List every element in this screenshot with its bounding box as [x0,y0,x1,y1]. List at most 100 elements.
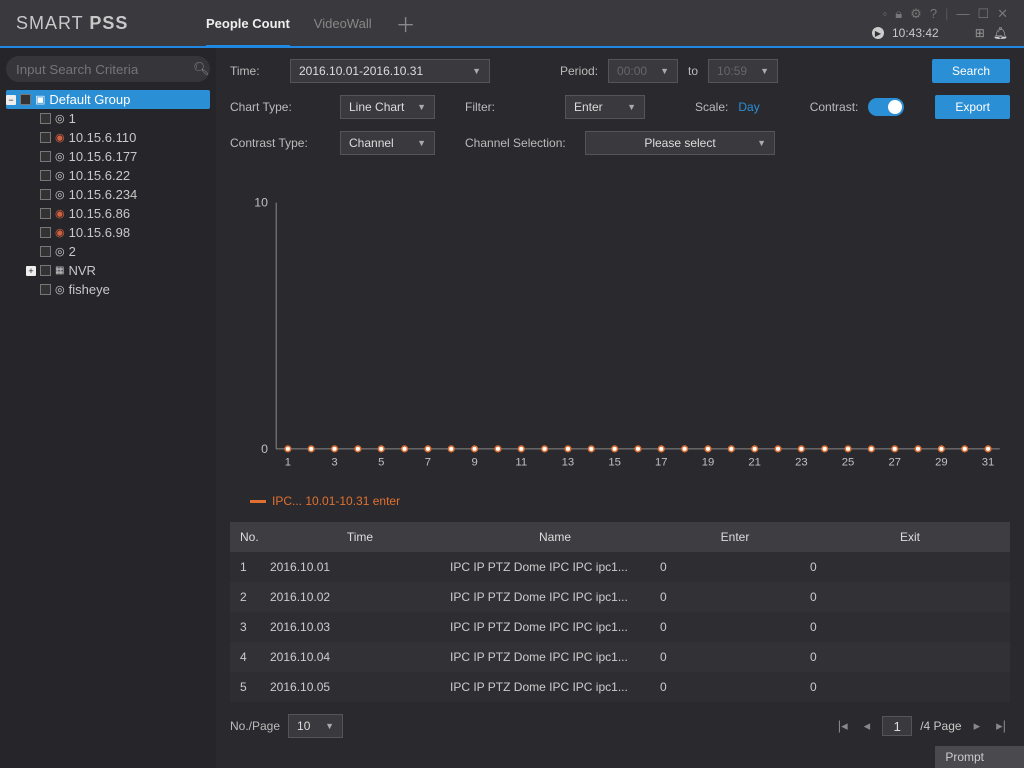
prev-page-button[interactable]: ◂ [860,718,875,734]
tree-label: 2 [69,244,76,259]
svg-text:0: 0 [261,442,268,456]
checkbox[interactable] [40,113,51,124]
tree-item[interactable]: ◉ 10.15.6.110 [6,128,210,147]
col-exit: Exit [810,530,1010,544]
camera-icon: ◎ [55,150,65,163]
contrast-type-select[interactable]: Channel▼ [340,131,435,155]
svg-text:29: 29 [935,456,948,468]
svg-text:17: 17 [655,456,668,468]
checkbox[interactable] [40,246,51,257]
svg-text:23: 23 [795,456,808,468]
chip-icon[interactable]: ⊞ [975,26,985,40]
close-icon[interactable]: ✕ [997,6,1008,22]
checkbox[interactable] [40,132,51,143]
collapse-icon[interactable]: − [6,95,16,105]
help-icon[interactable]: ? [930,6,937,22]
tree-item[interactable]: ◉10.15.6.86 [6,204,210,223]
tree-item[interactable]: ◎10.15.6.22 [6,166,210,185]
checkbox[interactable] [40,227,51,238]
svg-text:5: 5 [378,456,384,468]
first-page-button[interactable]: |◂ [834,718,852,734]
time-range-select[interactable]: 2016.10.01-2016.10.31▼ [290,59,490,83]
app-logo: SMART PSS [16,13,206,34]
filter-select[interactable]: Enter▼ [565,95,645,119]
last-page-button[interactable]: ▸| [992,718,1010,734]
tree-item[interactable]: ◎10.15.6.177 [6,147,210,166]
col-time: Time [270,530,450,544]
col-no: No. [230,530,270,544]
tree-item[interactable]: ◎10.15.6.234 [6,185,210,204]
svg-text:9: 9 [471,456,477,468]
period-from-select[interactable]: 00:00▼ [608,59,678,83]
add-tab-button[interactable]: ＋ [396,9,416,38]
prompt-tab[interactable]: Prompt [935,746,1024,768]
per-page-select[interactable]: 10▼ [288,714,343,738]
contrast-toggle[interactable] [868,98,904,116]
pagination: No./Page 10▼ |◂ ◂ /4 Page ▸ ▸| [230,710,1010,742]
tree-label: 10.15.6.22 [69,168,130,183]
checkbox[interactable] [40,170,51,181]
table-row[interactable]: 22016.10.02IPC IP PTZ Dome IPC IPC ipc1.… [230,582,1010,612]
channel-select[interactable]: Please select▼ [585,131,775,155]
next-page-button[interactable]: ▸ [970,718,985,734]
tree-item[interactable]: ◎1 [6,109,210,128]
search-input[interactable] [16,62,193,77]
filter-label: Filter: [465,100,555,114]
checkbox[interactable] [40,208,51,219]
svg-text:3: 3 [331,456,337,468]
page-total: /4 Page [920,719,961,733]
checkbox[interactable] [20,94,31,105]
tree-label: NVR [68,263,95,278]
maximize-icon[interactable]: ☐ [977,6,989,22]
tree-label: Default Group [49,92,130,107]
scale-label: Scale: [695,100,728,114]
checkbox[interactable] [40,151,51,162]
tree-root[interactable]: − ▣ Default Group [6,90,210,109]
tree-label: 10.15.6.110 [69,130,137,145]
legend-text: IPC... 10.01-10.31 enter [272,494,400,508]
bell-icon[interactable]: 🔔︎ [993,26,1008,40]
sidebar-search[interactable]: 🔍︎ [6,56,210,82]
header-toolbar: ◦ 🔒︎ ⚙ ? | — ☐ ✕ [883,6,1008,22]
main-panel: Time: 2016.10.01-2016.10.31▼ Period: 00:… [216,48,1024,768]
lock-icon[interactable]: 🔒︎ [895,6,902,22]
search-icon[interactable]: 🔍︎ [193,61,210,77]
results-table: No. Time Name Enter Exit 12016.10.01IPC … [230,522,1010,702]
svg-text:27: 27 [888,456,901,468]
tree-item[interactable]: ◎2 [6,242,210,261]
tab-people-count[interactable]: People Count [206,2,290,47]
tab-videowall[interactable]: VideoWall [314,2,372,45]
checkbox[interactable] [40,189,51,200]
table-row[interactable]: 32016.10.03IPC IP PTZ Dome IPC IPC ipc1.… [230,612,1010,642]
minimize-icon[interactable]: — [956,6,969,22]
tree-nvr[interactable]: + ▦ NVR [6,261,210,280]
svg-text:15: 15 [608,456,621,468]
checkbox[interactable] [40,284,51,295]
camera-icon: ◎ [55,245,65,258]
checkbox[interactable] [40,265,51,276]
user-icon[interactable]: ◦ [883,6,888,22]
contrast-label: Contrast: [810,100,859,114]
camera-icon: ◉ [55,131,65,144]
camera-icon: ◉ [55,207,65,220]
table-row[interactable]: 52016.10.05IPC IP PTZ Dome IPC IPC ipc1.… [230,672,1010,702]
chart-type-select[interactable]: Line Chart▼ [340,95,435,119]
page-input[interactable] [882,716,912,736]
camera-icon: ◎ [55,112,65,125]
expand-icon[interactable]: + [26,266,36,276]
clock-icon: ▶ [872,27,884,39]
period-to-select[interactable]: 10:59▼ [708,59,778,83]
export-button[interactable]: Export [935,95,1010,119]
tree-label: 10.15.6.98 [69,225,130,240]
tree-item[interactable]: ◉10.15.6.98 [6,223,210,242]
svg-text:10: 10 [254,196,268,210]
gear-icon[interactable]: ⚙ [910,6,922,22]
search-button[interactable]: Search [932,59,1010,83]
device-tree: − ▣ Default Group ◎1◉10.15.6.110◎10.15.6… [6,90,210,299]
table-row[interactable]: 12016.10.01IPC IP PTZ Dome IPC IPC ipc1.… [230,552,1010,582]
table-row[interactable]: 42016.10.04IPC IP PTZ Dome IPC IPC ipc1.… [230,642,1010,672]
period-label: Period: [560,64,598,78]
tree-label: 10.15.6.234 [69,187,138,202]
app-header: SMART PSS People Count VideoWall ＋ ◦ 🔒︎ … [0,0,1024,48]
tree-fisheye[interactable]: ◎ fisheye [6,280,210,299]
